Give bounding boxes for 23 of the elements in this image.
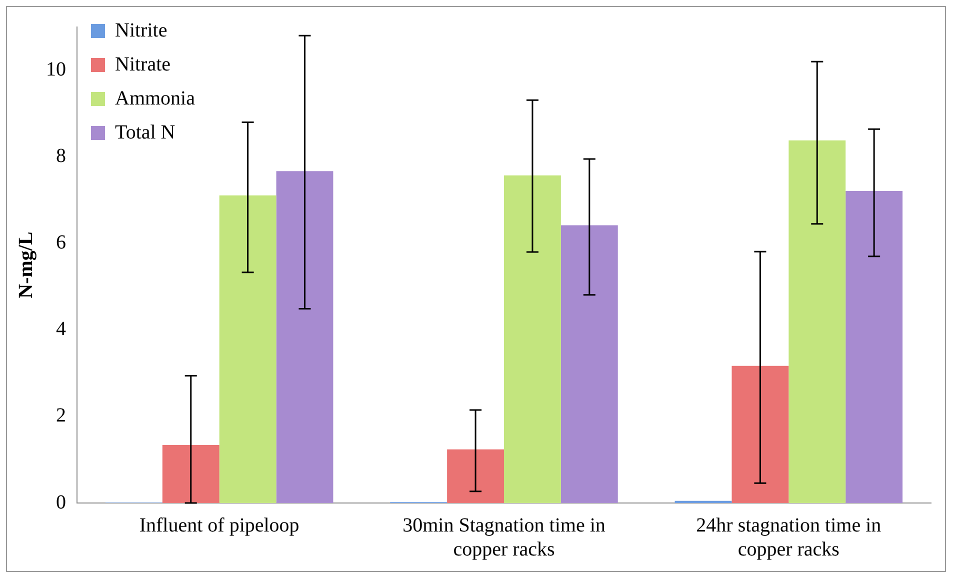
y-tick-label: 0 <box>56 491 66 514</box>
legend-label: Total N <box>115 121 176 144</box>
legend-label: Nitrite <box>115 19 168 42</box>
y-tick-label: 2 <box>56 404 66 427</box>
bar <box>504 175 561 503</box>
legend-label: Nitrate <box>115 53 171 76</box>
bar <box>846 191 903 503</box>
y-tick-label: 10 <box>46 58 66 81</box>
y-tick-label: 6 <box>56 232 66 254</box>
x-tick-label: Influent of pipeloop <box>139 514 300 536</box>
bar <box>732 366 789 503</box>
bar <box>447 449 504 503</box>
bar <box>162 445 220 503</box>
y-tick-label: 4 <box>56 318 66 340</box>
bar <box>276 171 334 503</box>
bar <box>219 195 276 503</box>
y-tick-label: 8 <box>56 145 66 168</box>
bar <box>788 140 846 503</box>
x-tick-label: 24hr stagnation time in copper racks <box>696 514 882 560</box>
legend-label: Ammonia <box>115 87 196 110</box>
bar <box>560 225 618 503</box>
x-tick-label: 30min Stagnation time in copper racks <box>402 514 606 560</box>
y-axis-title: N-mg/L <box>15 232 38 298</box>
